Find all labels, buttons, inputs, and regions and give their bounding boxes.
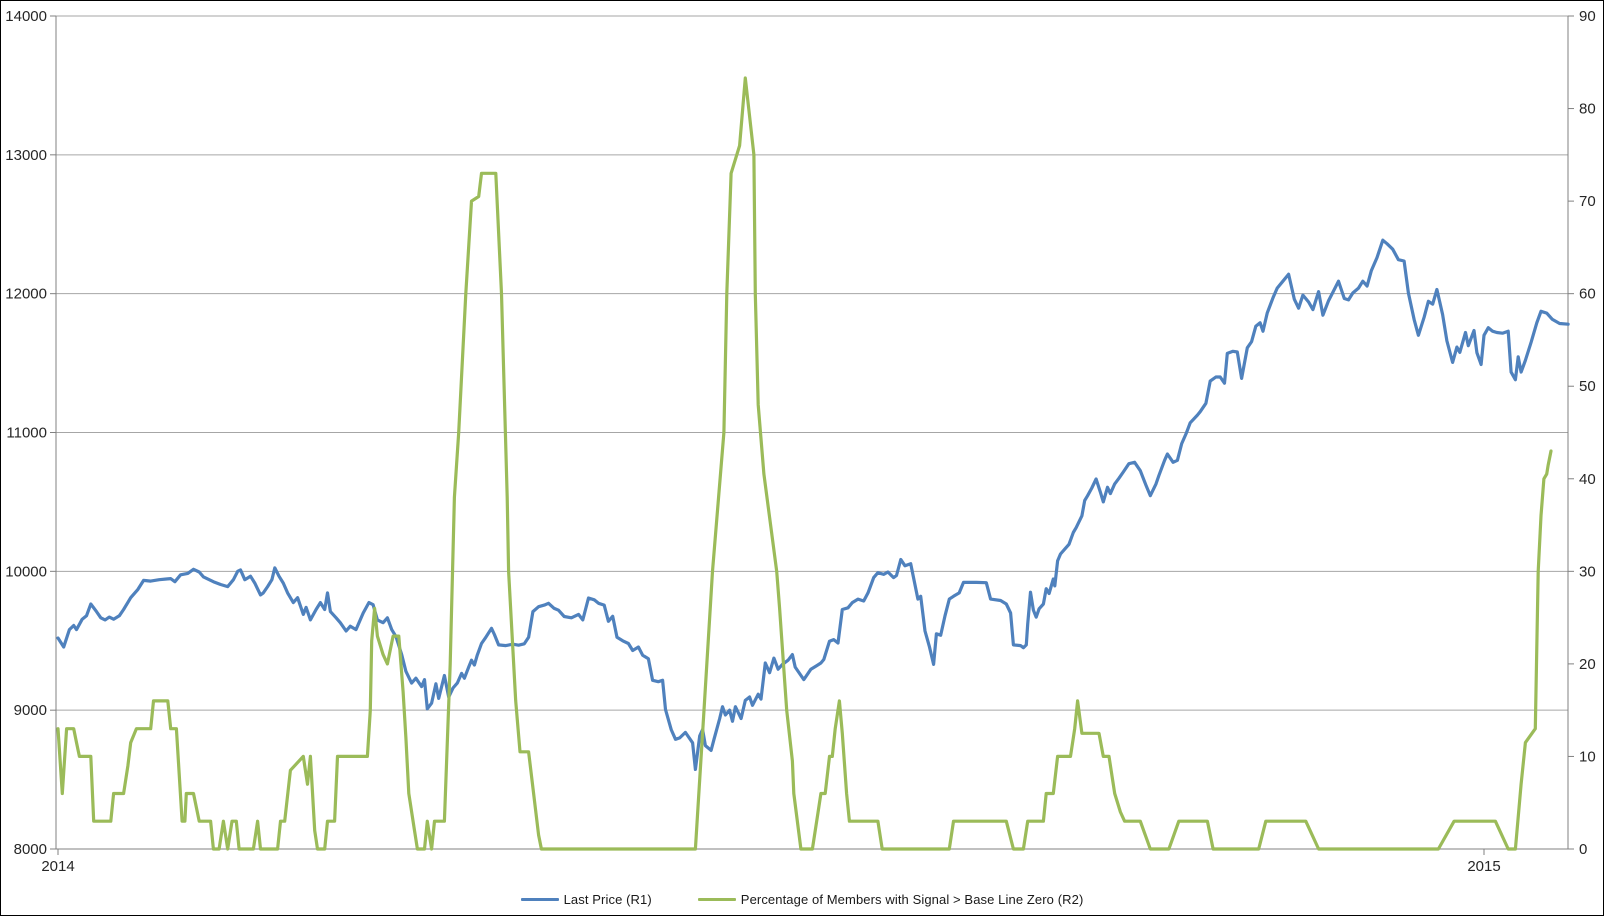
left-axis-tick-label: 12000 xyxy=(5,286,47,303)
left-axis-tick-label: 11000 xyxy=(6,425,47,442)
right-axis-tick-label: 10 xyxy=(1579,748,1596,765)
right-axis-tick-label: 90 xyxy=(1579,8,1596,25)
x-axis-tick-label: 2014 xyxy=(41,858,74,875)
percentage-members-line xyxy=(56,76,1553,851)
right-axis-tick-label: 50 xyxy=(1579,378,1596,395)
left-axis-tick-label: 8000 xyxy=(14,841,47,858)
right-axis-tick-label: 80 xyxy=(1579,101,1596,118)
x-axis-tick-label: 2015 xyxy=(1467,858,1500,875)
right-axis-tick-label: 40 xyxy=(1579,471,1596,488)
last-price-line xyxy=(56,238,1570,772)
left-axis-tick-label: 14000 xyxy=(5,8,47,25)
left-axis-tick-label: 9000 xyxy=(14,702,47,719)
left-axis-tick-label: 13000 xyxy=(5,147,47,164)
right-axis-tick-label: 0 xyxy=(1579,841,1587,858)
right-axis-tick-label: 60 xyxy=(1579,286,1596,303)
left-axis-tick-label: 10000 xyxy=(5,563,47,580)
right-axis-tick-label: 20 xyxy=(1579,656,1596,673)
right-axis-tick-label: 70 xyxy=(1579,193,1596,210)
right-axis-tick-label: 30 xyxy=(1579,563,1596,580)
